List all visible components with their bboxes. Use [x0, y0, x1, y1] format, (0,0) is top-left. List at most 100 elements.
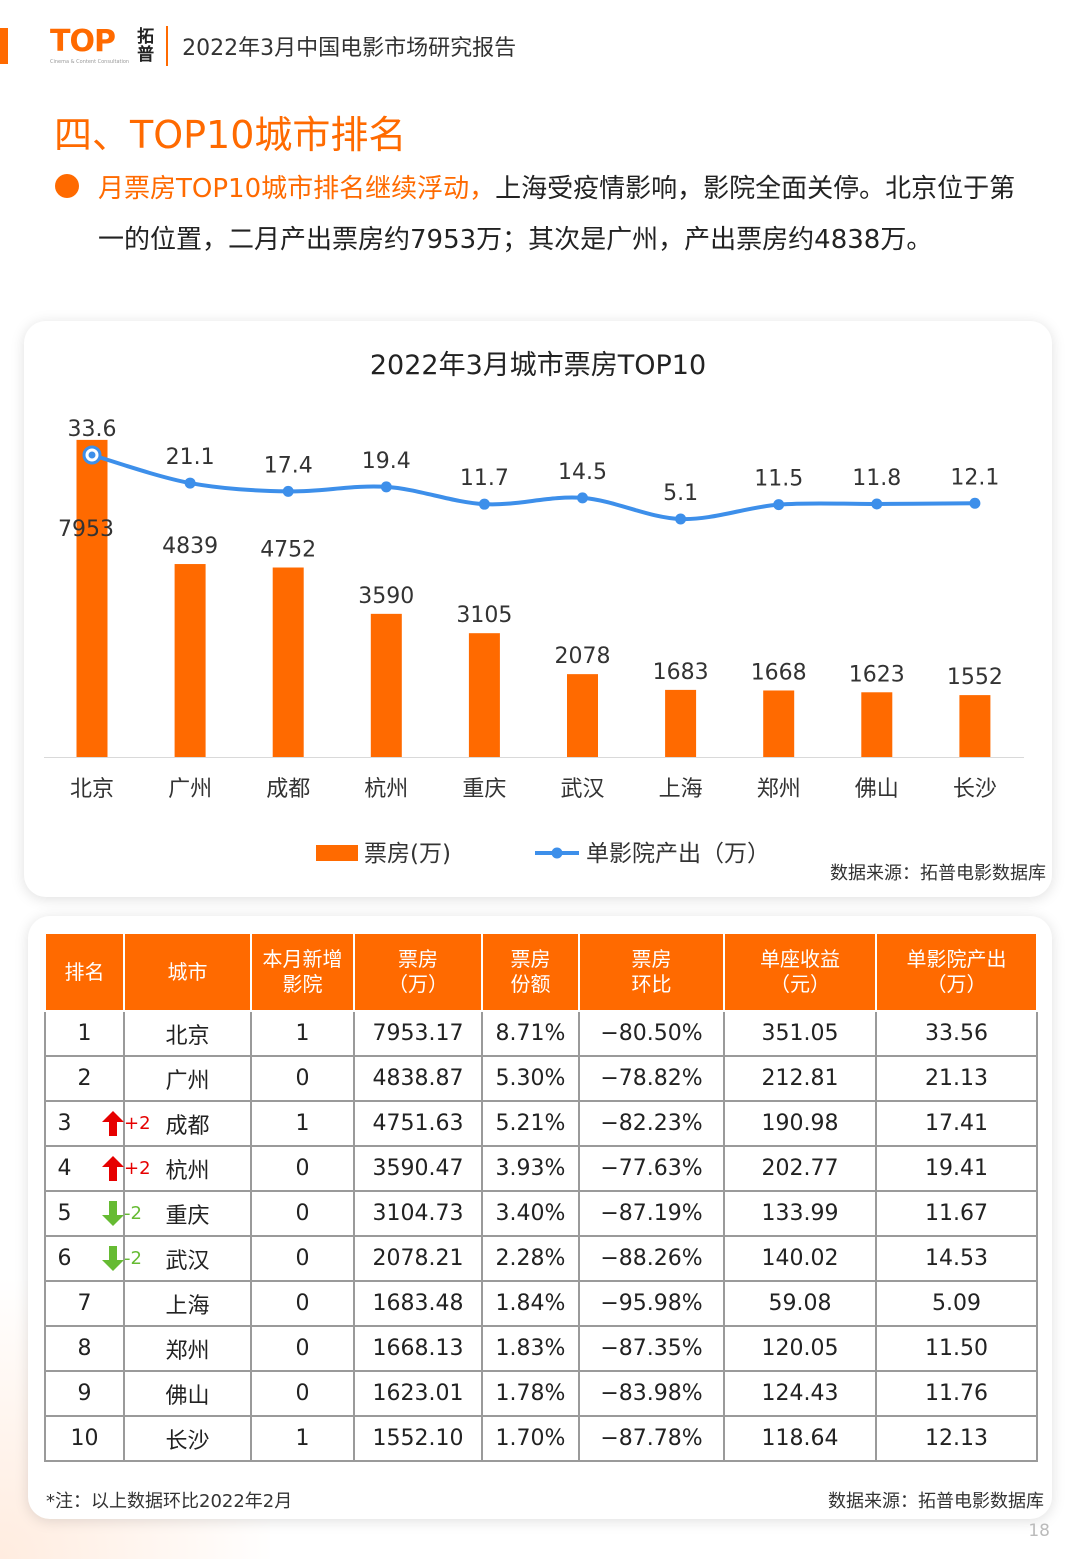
header-divider	[166, 26, 169, 66]
cell-city: 杭州	[123, 1145, 252, 1192]
rank-change: -2	[102, 1246, 142, 1271]
table-row: 7 上海 0 1683.48 1.84% −95.98% 59.08 5.09	[44, 1280, 1038, 1327]
table-row: 9 佛山 0 1623.01 1.78% −83.98% 124.43 11.76	[44, 1370, 1038, 1417]
logo-text: TOP	[50, 24, 116, 59]
rank-cell: 3 +2	[44, 1100, 151, 1147]
cell-share: 1.70%	[481, 1415, 580, 1462]
cell-per: 19.41	[875, 1145, 1038, 1192]
cell-city: 重庆	[123, 1190, 252, 1237]
rank-change-value: -2	[124, 1248, 142, 1269]
rank-number: 8	[77, 1336, 92, 1361]
x-tick-label: 广州	[168, 777, 212, 802]
rank-number: 2	[77, 1066, 92, 1091]
line-value-label: 5.1	[663, 481, 698, 506]
column-header-line: （万）	[388, 972, 448, 996]
summary-body: 上海受疫情影响，影院全面关停。北京位于第一的位置，二月产出票房约7953万；其次…	[98, 174, 1016, 255]
column-header: 城市	[123, 932, 252, 1012]
bar-value-label: 1683	[653, 660, 709, 685]
column-header-line: （元）	[770, 972, 830, 996]
line-value-label: 33.6	[68, 417, 117, 442]
rank-change-value: +2	[124, 1113, 151, 1134]
cell-new: 0	[250, 1145, 355, 1192]
bar-value-label: 4839	[162, 534, 218, 559]
x-tick-label: 北京	[70, 777, 114, 802]
table-row: 10 长沙 1 1552.10 1.70% −87.78% 118.64 12.13	[44, 1415, 1038, 1462]
line-value-label: 17.4	[264, 453, 313, 478]
logo-cn: 拓 普	[137, 28, 154, 64]
line-value-label: 19.4	[362, 449, 411, 474]
table-row: 6 -2 武汉 0 2078.21 2.28% −88.26% 140.02 14.53	[44, 1235, 1038, 1282]
table-row: 3 +2 成都 1 4751.63 5.21% −82.23% 190.98 17.41	[44, 1100, 1038, 1147]
rank-change: +2	[102, 1111, 151, 1136]
bar-杭州	[370, 613, 402, 757]
cell-box: 7953.17	[353, 1010, 483, 1057]
cell-city: 长沙	[123, 1415, 252, 1462]
cell-mom: −83.98%	[578, 1370, 725, 1417]
column-header-line: （万）	[926, 972, 987, 996]
x-tick-label: 长沙	[953, 777, 997, 802]
page-number: 18	[1028, 1521, 1050, 1541]
x-tick-label: 佛山	[855, 777, 899, 802]
x-tick-label: 武汉	[560, 777, 604, 802]
cell-new: 0	[250, 1325, 355, 1372]
cell-new: 1	[250, 1010, 355, 1057]
rank-number: 6	[57, 1246, 72, 1271]
line-point	[577, 492, 588, 504]
chart-title: 2022年3月城市票房TOP10	[369, 350, 707, 381]
cell-box: 1552.10	[353, 1415, 483, 1462]
line-value-label: 21.1	[166, 445, 215, 470]
logo-subtext: Cinema & Content Consultation	[50, 59, 130, 65]
rank-cell: 8	[44, 1325, 125, 1372]
table-note: *注：以上数据环比2022年2月	[46, 1491, 293, 1512]
bullet-dot-icon	[55, 174, 79, 198]
cell-mom: −88.26%	[578, 1235, 725, 1282]
cell-seat: 133.99	[723, 1190, 877, 1237]
bar-长沙	[959, 695, 991, 757]
rank-cell: 2	[44, 1055, 125, 1102]
arrow-down-icon	[102, 1201, 124, 1226]
cell-new: 0	[250, 1280, 355, 1327]
column-header-line: 城市	[167, 959, 208, 984]
bar-value-label: 7953	[58, 517, 114, 542]
column-header: 本月新增 影院	[250, 932, 355, 1012]
accent-bar	[0, 28, 8, 64]
rank-number: 7	[77, 1291, 92, 1316]
table-row: 4 +2 杭州 0 3590.47 3.93% −77.63% 202.77 19.41	[44, 1145, 1038, 1192]
column-header-line: 份额	[510, 972, 551, 996]
cell-per: 11.50	[875, 1325, 1038, 1372]
table-card: 排名 城市 本月新增 影院 票房 （万） 票房 份额 票房 环比 单座收益 （元） 单影院产出 （万） 1…	[28, 916, 1052, 1519]
cell-mom: −82.23%	[578, 1100, 725, 1147]
x-tick-label: 杭州	[364, 777, 408, 802]
line-value-label: 14.5	[558, 460, 607, 485]
column-header-line: 本月新增	[262, 947, 343, 971]
cell-share: 3.93%	[481, 1145, 580, 1192]
bar-value-label: 3590	[358, 584, 414, 609]
bar-成都	[272, 567, 304, 757]
rank-cell: 4 +2	[44, 1145, 151, 1192]
cell-seat: 124.43	[723, 1370, 877, 1417]
cell-box: 4751.63	[353, 1100, 483, 1147]
line-point	[478, 498, 490, 510]
column-header: 单座收益 （元）	[723, 932, 877, 1012]
cell-new: 1	[250, 1415, 355, 1462]
logo-cn-1: 拓	[137, 27, 155, 47]
top-logo: TOP Cinema & Content Consultation 拓 普	[50, 24, 154, 66]
table-header-row: 排名 城市 本月新增 影院 票房 （万） 票房 份额 票房 环比 单座收益 （元） 单影院产出 （万）	[44, 932, 1038, 1012]
line-point	[969, 497, 981, 509]
cell-box: 4838.87	[353, 1055, 483, 1102]
line-point	[380, 481, 392, 493]
cell-mom: −78.82%	[578, 1055, 725, 1102]
chart-source: 数据来源：拓普电影数据库	[830, 863, 1046, 884]
rank-change: -2	[102, 1201, 142, 1226]
cell-seat: 118.64	[723, 1415, 877, 1462]
cell-per: 11.76	[875, 1370, 1038, 1417]
cell-city: 成都	[123, 1100, 252, 1147]
report-title: 2022年3月中国电影市场研究报告	[182, 36, 517, 61]
cell-share: 3.40%	[481, 1190, 580, 1237]
rank-change-value: -2	[124, 1203, 142, 1224]
column-header: 票房 环比	[578, 932, 725, 1012]
x-tick-label: 上海	[659, 777, 703, 802]
cell-mom: −87.35%	[578, 1325, 725, 1372]
cell-box: 3590.47	[353, 1145, 483, 1192]
column-header-line: 环比	[631, 972, 672, 996]
